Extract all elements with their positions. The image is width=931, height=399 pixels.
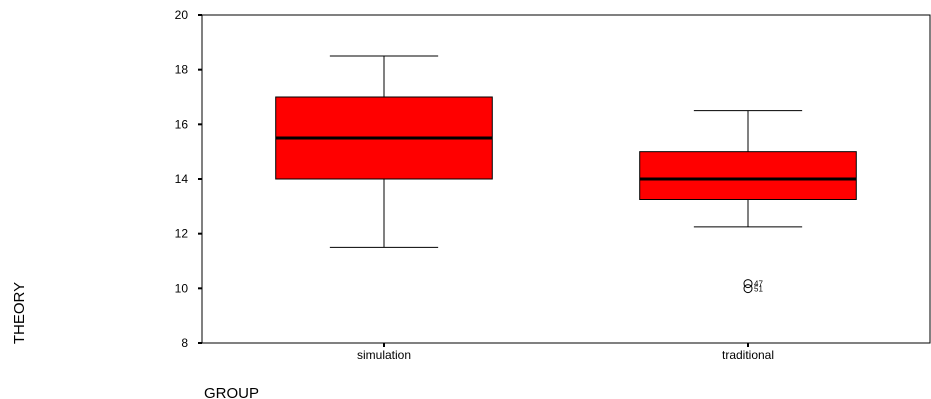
- y-axis-title: THEORY: [11, 282, 28, 344]
- outlier-point: [743, 279, 753, 289]
- outlier-label: 51: [754, 285, 763, 294]
- y-tick-label: 10: [175, 281, 189, 295]
- y-tick-label: 8: [181, 336, 188, 350]
- y-tick-label: 16: [175, 117, 189, 131]
- iqr-box: [639, 151, 857, 201]
- x-axis: simulation traditional: [357, 343, 774, 362]
- y-axis: 8 10 12 14 16 18 20: [175, 8, 202, 350]
- outlier-point: [743, 284, 753, 294]
- y-tick-label: 20: [175, 8, 189, 22]
- y-tick-label: 18: [175, 63, 189, 77]
- outlier-label: 47: [754, 280, 763, 289]
- x-tick-label: traditional: [722, 348, 774, 362]
- y-tick-label: 14: [175, 172, 189, 186]
- x-tick-label: simulation: [357, 348, 411, 362]
- y-tick-label: 12: [175, 227, 189, 241]
- x-axis-title: GROUP: [204, 385, 259, 399]
- box-group-simulation: [275, 55, 493, 248]
